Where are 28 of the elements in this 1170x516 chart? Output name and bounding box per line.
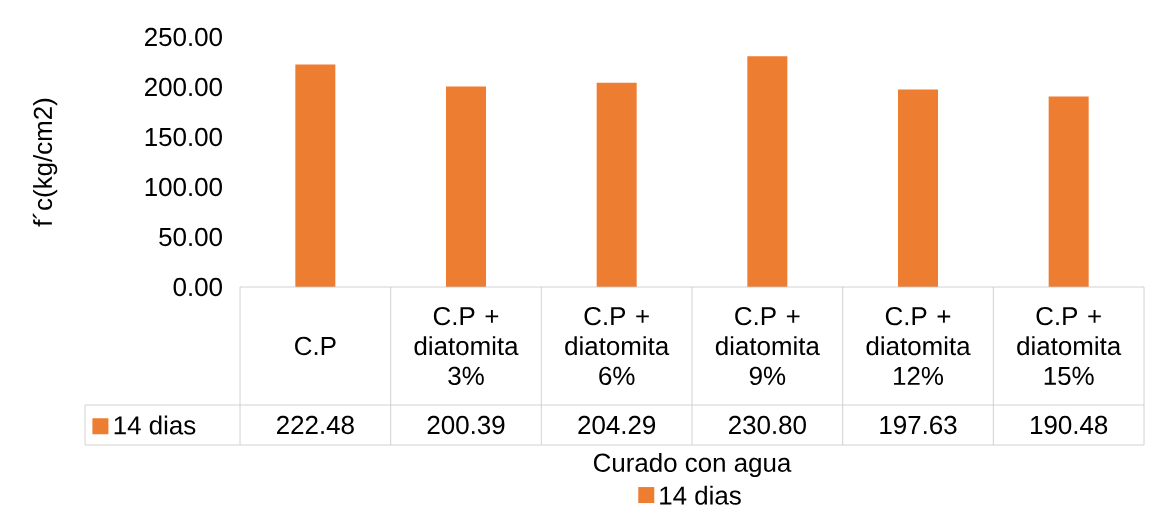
y-tick-label: 200.00 [145, 77, 222, 97]
x-axis-title: Curado con agua [593, 452, 792, 478]
x-tick-label: C.P + diatomita 6% [565, 306, 670, 386]
x-tick-label: C.P + diatomita 12% [866, 306, 971, 386]
bar [747, 56, 788, 288]
data-label: 222.48 [277, 415, 354, 435]
x-tick-label: C.P + diatomita 9% [715, 306, 820, 386]
bar [596, 82, 637, 288]
y-tick-label: 150.00 [145, 127, 222, 147]
x-tick-label: C.P [295, 336, 336, 356]
data-label: 197.63 [880, 415, 957, 435]
y-axis-title: f´c(kg/cm2) [32, 98, 58, 227]
data-label: 230.80 [729, 415, 806, 435]
legend-label: 14 dias [114, 415, 196, 435]
y-tick-label: 250.00 [145, 27, 222, 47]
bar [295, 64, 336, 288]
x-tick-label: C.P + diatomita 15% [1017, 306, 1122, 386]
y-tick-label: 0.00 [173, 277, 222, 297]
data-label: 200.39 [427, 415, 505, 435]
text: 14 dias [660, 485, 741, 505]
data-label: 190.48 [1031, 415, 1108, 435]
y-tick-label: 50.00 [159, 227, 222, 247]
y-tick-label: 100.00 [145, 177, 222, 197]
bar [1048, 96, 1089, 288]
x-tick-label: C.P + diatomita 3% [414, 306, 519, 386]
bar [446, 86, 487, 288]
bar [898, 89, 939, 288]
data-label: 204.29 [578, 415, 656, 435]
